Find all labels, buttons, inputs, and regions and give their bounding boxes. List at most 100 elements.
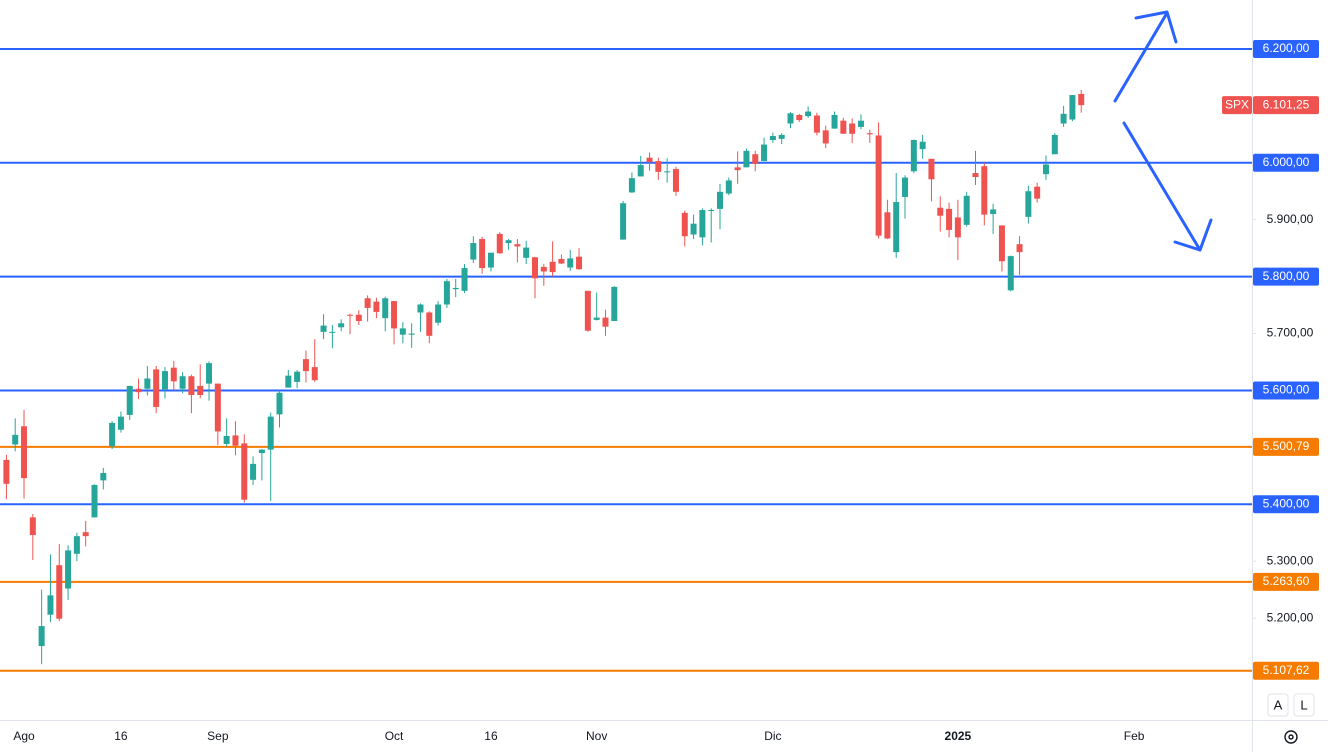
candle-body <box>576 256 583 270</box>
arrow-down <box>1122 121 1213 252</box>
candle-body <box>214 383 221 432</box>
level-label: 5.107,62 <box>1263 663 1310 677</box>
auto-scale-label[interactable]: A <box>1274 697 1283 712</box>
x-tick-label: 16 <box>114 729 128 743</box>
candle-body <box>338 323 345 328</box>
candle-body <box>1051 134 1058 155</box>
candle-body <box>664 171 671 173</box>
candle-body <box>743 150 750 168</box>
candle-body <box>902 177 909 197</box>
candle-body <box>91 484 98 518</box>
candle-body <box>153 369 160 407</box>
candle-body <box>549 261 556 273</box>
symbol-tag: SPX <box>1225 97 1249 111</box>
last-price-box <box>1253 96 1319 115</box>
level-label-box <box>1253 661 1319 680</box>
candle-body <box>135 388 142 393</box>
candle-body <box>408 333 415 335</box>
log-scale-button[interactable] <box>1293 693 1315 717</box>
level-label: 5.800,00 <box>1263 269 1310 283</box>
candle-body <box>38 626 45 647</box>
candle-body <box>355 314 362 322</box>
candle-body <box>206 363 213 384</box>
x-tick-label: 16 <box>484 729 498 743</box>
level-label: 5.600,00 <box>1263 383 1310 397</box>
candle-body <box>276 392 283 415</box>
candle-body <box>179 376 186 389</box>
price-axis: 5.900,00 5.700,00 5.300,00 5.200,00 6.200,00… <box>1222 39 1319 680</box>
candle-body <box>611 286 618 322</box>
level-label-box <box>1253 381 1319 400</box>
candle-body <box>796 114 803 121</box>
candle-body <box>584 290 591 331</box>
candle-body <box>320 325 327 332</box>
candle-body <box>1034 186 1041 199</box>
level-label-box <box>1253 153 1319 172</box>
candle-body <box>1016 244 1023 253</box>
candle-body <box>241 443 248 500</box>
y-tick-label: 5.700,00 <box>1267 326 1314 340</box>
candle-body <box>514 244 521 247</box>
candle-body <box>487 252 494 268</box>
candle-body <box>73 536 80 554</box>
candle-body <box>3 459 10 484</box>
candle-body <box>981 166 988 215</box>
settings-button[interactable] <box>1284 730 1298 744</box>
candle-body <box>761 144 768 162</box>
candle-body <box>822 130 829 144</box>
candle-body <box>311 367 318 381</box>
candle-body <box>435 304 442 323</box>
candle-body <box>1069 95 1076 120</box>
candle-body <box>831 114 838 129</box>
candle-body <box>523 247 530 258</box>
candle-body <box>461 268 468 291</box>
level-label: 6.000,00 <box>1263 155 1310 169</box>
candle-body <box>56 565 63 619</box>
candle-body <box>47 595 54 615</box>
candle-body <box>364 298 371 308</box>
candle-body <box>893 202 900 253</box>
candle-body <box>399 328 406 335</box>
candle-body <box>540 266 547 272</box>
candle-body <box>672 169 679 192</box>
x-tick-label: Dic <box>764 729 781 743</box>
candle-body <box>910 140 917 172</box>
candle-body <box>258 449 265 454</box>
candle-body <box>29 517 36 536</box>
candle-body <box>928 158 935 180</box>
x-tick-label: 2025 <box>945 729 972 743</box>
candle-body <box>946 208 953 230</box>
candle-body <box>866 133 873 135</box>
candle-body <box>857 120 864 127</box>
candle-body <box>1078 93 1085 106</box>
log-scale-label[interactable]: L <box>1300 697 1307 712</box>
level-label: 5.400,00 <box>1263 496 1310 510</box>
level-label-box <box>1253 437 1319 456</box>
candle-body <box>681 212 688 237</box>
candle-body <box>1060 113 1067 124</box>
candle-body <box>144 378 151 389</box>
candle-body <box>496 233 503 254</box>
candle-body <box>391 301 398 329</box>
y-tick-label: 5.300,00 <box>1267 553 1314 567</box>
candle-body <box>620 203 627 240</box>
candle-body <box>805 111 812 117</box>
level-label-box <box>1253 267 1319 286</box>
auto-scale-button[interactable] <box>1267 693 1289 717</box>
candle-body <box>646 157 653 163</box>
candle-body <box>593 317 600 320</box>
candle-body <box>690 223 697 235</box>
candle-body <box>937 207 944 216</box>
candle-body <box>197 385 204 396</box>
candle-body <box>769 136 776 141</box>
candle-body <box>637 165 644 177</box>
candle-body <box>708 210 715 212</box>
candle-body <box>717 191 724 209</box>
candle-body <box>558 258 565 264</box>
candle-body <box>302 359 309 372</box>
level-label-box <box>1253 495 1319 514</box>
candle-body <box>223 435 230 444</box>
candle-body <box>232 435 239 446</box>
candle-body <box>346 314 353 316</box>
